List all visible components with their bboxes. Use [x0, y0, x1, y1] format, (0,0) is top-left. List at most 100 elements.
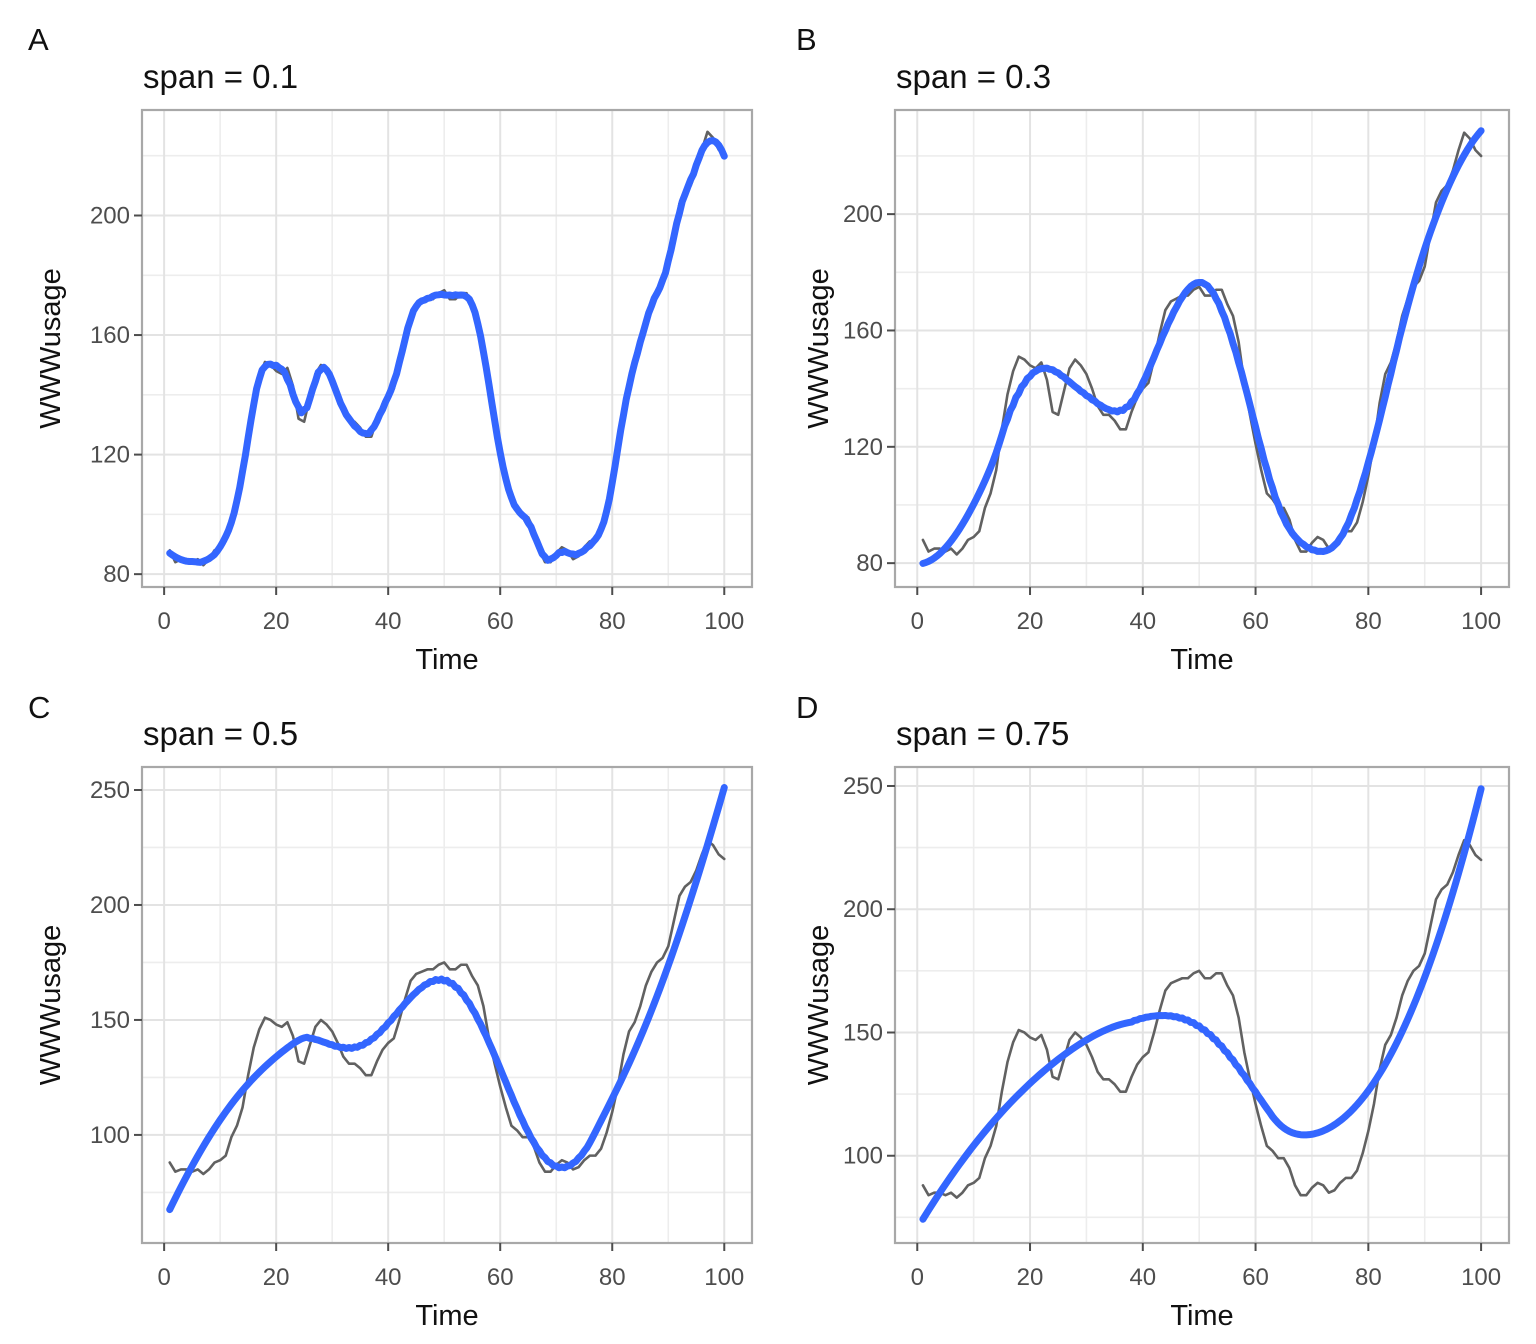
panel-D: D span = 0.75 0 20 40 60 80 100 100 150 200 250 Ti… — [768, 672, 1536, 1344]
loess-smooth-line — [919, 127, 1485, 567]
svg-text:160: 160 — [843, 317, 883, 344]
svg-text:20: 20 — [1017, 608, 1044, 635]
panel-D-tag: D — [796, 690, 819, 725]
panel-border — [140, 108, 754, 589]
panel-background — [142, 767, 752, 1243]
svg-text:200: 200 — [90, 892, 130, 919]
panel-border — [140, 765, 754, 1245]
data-layer — [919, 785, 1485, 1223]
panel-B-plot: 0 20 40 60 80 100 80 120 160 200 Time WWWusage — [803, 108, 1511, 672]
svg-text:200: 200 — [843, 201, 883, 228]
y-tick-labels: 100 150 200 250 — [90, 777, 130, 1149]
svg-text:80: 80 — [1355, 1264, 1382, 1291]
axis-ticks — [887, 784, 1483, 1251]
panel-C-plot: 0 20 40 60 80 100 100 150 200 250 Time WWWusage — [35, 765, 754, 1332]
y-tick-labels: 80 120 160 200 — [90, 203, 130, 589]
x-tick-labels: 0 20 40 60 80 100 — [911, 608, 1502, 635]
svg-text:20: 20 — [1017, 1264, 1044, 1291]
svg-text:60: 60 — [487, 1264, 514, 1291]
x-axis-title: Time — [415, 644, 478, 672]
svg-text:80: 80 — [599, 1264, 626, 1291]
loess-smooth-line — [919, 785, 1485, 1223]
svg-text:40: 40 — [1129, 608, 1156, 635]
loess-smooth-line — [166, 784, 728, 1214]
svg-text:100: 100 — [704, 1264, 744, 1291]
axis-ticks — [134, 214, 726, 595]
svg-text:20: 20 — [263, 1264, 290, 1291]
x-tick-labels: 0 20 40 60 80 100 — [157, 1264, 744, 1291]
x-axis-title: Time — [415, 1300, 478, 1332]
svg-text:80: 80 — [599, 608, 626, 635]
axis-ticks — [134, 789, 726, 1251]
panel-B-title: span = 0.3 — [896, 58, 1052, 95]
svg-text:120: 120 — [843, 434, 883, 461]
svg-text:40: 40 — [375, 608, 402, 635]
y-tick-labels: 100 150 200 250 — [843, 773, 883, 1170]
grid-minor — [895, 110, 1509, 587]
x-tick-labels: 0 20 40 60 80 100 — [157, 608, 744, 635]
grid-minor — [142, 110, 752, 587]
svg-text:20: 20 — [263, 608, 290, 635]
grid-major — [142, 767, 752, 1243]
grid-minor — [895, 767, 1509, 1243]
y-axis-title: WWWusage — [35, 925, 67, 1086]
y-axis-title: WWWusage — [803, 925, 835, 1086]
loess-smooth-line — [166, 137, 728, 566]
panel-C-title: span = 0.5 — [143, 715, 299, 752]
y-tick-labels: 80 120 160 200 — [843, 201, 883, 577]
svg-text:80: 80 — [856, 550, 883, 577]
svg-text:100: 100 — [843, 1143, 883, 1170]
grid-major — [895, 767, 1509, 1243]
svg-text:250: 250 — [843, 773, 883, 800]
svg-text:80: 80 — [1355, 608, 1382, 635]
panel-C-tag: C — [28, 690, 51, 725]
panel-C: C span = 0.5 0 20 40 60 80 100 100 150 200 250 Tim… — [0, 672, 768, 1344]
svg-text:0: 0 — [157, 1264, 170, 1291]
svg-text:100: 100 — [1461, 1264, 1501, 1291]
svg-text:250: 250 — [90, 777, 130, 804]
panel-background — [895, 767, 1509, 1243]
y-axis-title: WWWusage — [803, 268, 835, 429]
svg-text:40: 40 — [375, 1264, 402, 1291]
svg-text:120: 120 — [90, 442, 130, 469]
svg-text:60: 60 — [1242, 1264, 1269, 1291]
svg-text:100: 100 — [1461, 608, 1501, 635]
raw-data-line — [168, 839, 726, 1176]
svg-text:0: 0 — [157, 608, 170, 635]
svg-text:0: 0 — [911, 1264, 924, 1291]
panel-border — [893, 765, 1511, 1245]
x-axis-title: Time — [1170, 1300, 1233, 1332]
svg-text:60: 60 — [487, 608, 514, 635]
panel-A-title: span = 0.1 — [143, 58, 299, 95]
svg-text:150: 150 — [843, 1019, 883, 1046]
panel-A-tag: A — [28, 22, 49, 57]
svg-text:160: 160 — [90, 322, 130, 349]
axis-ticks — [887, 213, 1483, 595]
grid-minor — [142, 767, 752, 1243]
panel-D-plot: 0 20 40 60 80 100 100 150 200 250 Time WWWusage — [803, 765, 1511, 1332]
panel-A-plot: 0 20 40 60 80 100 80 120 160 200 Time WWWusage — [35, 108, 754, 672]
svg-text:60: 60 — [1242, 608, 1269, 635]
panel-D-title: span = 0.75 — [896, 715, 1070, 752]
svg-text:40: 40 — [1129, 1264, 1156, 1291]
grid-major — [142, 110, 752, 587]
svg-text:200: 200 — [90, 203, 130, 230]
data-layer — [166, 130, 728, 567]
data-layer — [919, 127, 1485, 567]
x-tick-labels: 0 20 40 60 80 100 — [911, 1264, 1502, 1291]
raw-data-line — [921, 131, 1483, 556]
svg-text:100: 100 — [704, 608, 744, 635]
svg-text:0: 0 — [911, 608, 924, 635]
raw-data-line — [921, 838, 1483, 1199]
y-axis-title: WWWusage — [35, 268, 67, 429]
svg-text:150: 150 — [90, 1007, 130, 1034]
svg-text:100: 100 — [90, 1122, 130, 1149]
panel-border — [893, 108, 1511, 589]
panel-B-tag: B — [796, 22, 817, 57]
grid-major — [895, 110, 1509, 587]
svg-text:200: 200 — [843, 896, 883, 923]
panel-A: A span = 0.1 0 20 40 60 80 100 80 120 160 200 Time… — [0, 0, 768, 672]
panel-background — [895, 110, 1509, 587]
panel-B: B span = 0.3 0 20 40 60 80 100 80 120 160 200 Time… — [768, 0, 1536, 672]
